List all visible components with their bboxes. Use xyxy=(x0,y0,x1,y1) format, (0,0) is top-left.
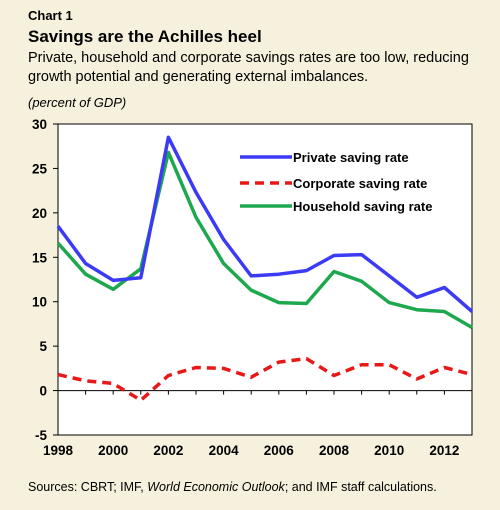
x-tick-label: 1998 xyxy=(43,443,74,458)
series-line-corporate-saving-rate xyxy=(57,356,473,403)
x-tick-label: 2004 xyxy=(209,443,240,458)
y-tick-label: 10 xyxy=(32,295,47,310)
y-tick-label: 5 xyxy=(39,339,47,354)
source-italic: World Economic Outlook xyxy=(147,480,285,494)
legend-label: Private saving rate xyxy=(293,150,409,165)
series-layer xyxy=(56,135,474,403)
legend-label: Household saving rate xyxy=(293,199,432,214)
chart-subtitle: Private, household and corporate savings… xyxy=(28,50,469,85)
y-tick-label: 15 xyxy=(32,250,48,265)
y-tick-label: -5 xyxy=(35,428,47,443)
legend: Private saving rate Corporate saving rate… xyxy=(240,150,432,214)
chart-number: Chart 1 xyxy=(28,8,73,23)
chart-title: Savings are the Achilles heel xyxy=(28,27,262,46)
y-tick-label: 20 xyxy=(32,206,47,221)
y-tick-label: 30 xyxy=(32,117,47,132)
x-tick-label: 2012 xyxy=(429,443,459,458)
source-note: Sources: CBRT; IMF, World Economic Outlo… xyxy=(28,480,437,494)
units-label: (percent of GDP) xyxy=(28,95,127,110)
x-tick-label: 2002 xyxy=(153,443,183,458)
source-suffix: ; and IMF staff calculations. xyxy=(284,480,437,494)
x-axis: 1998 2000 2002 2004 2006 2008 2010 2012 xyxy=(43,390,473,458)
x-tick-label: 2008 xyxy=(319,443,350,458)
x-tick-label: 2000 xyxy=(98,443,128,458)
y-tick-label: 25 xyxy=(32,161,48,176)
x-tick-label: 2010 xyxy=(374,443,404,458)
x-tick-label: 2006 xyxy=(264,443,295,458)
y-tick-label: 0 xyxy=(39,384,47,399)
source-prefix: Sources: CBRT; IMF, xyxy=(28,480,148,494)
series-line-private-saving-rate xyxy=(56,135,474,313)
legend-label: Corporate saving rate xyxy=(293,176,427,191)
y-axis: 30 25 20 15 10 5 0 -5 xyxy=(32,117,58,443)
